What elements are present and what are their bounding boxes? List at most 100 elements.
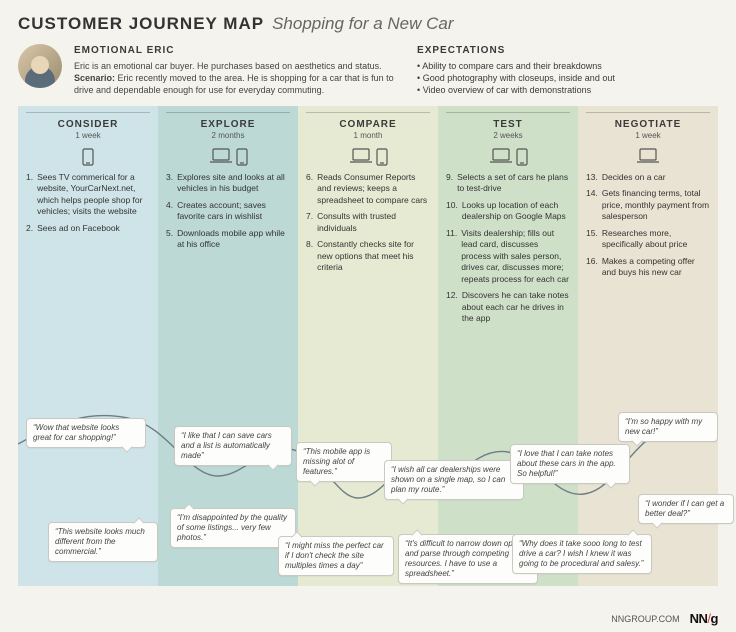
stage-duration: 1 week [586, 131, 710, 140]
quote-bubble: “I like that I can save cars and a list … [174, 426, 292, 466]
footer-site: NNGROUP.COM [611, 614, 679, 624]
expectations-list: Ability to compare cars and their breakd… [417, 60, 718, 96]
action-text: Sees TV commerical for a website, YourCa… [37, 172, 150, 218]
title-row: CUSTOMER JOURNEY MAP Shopping for a New … [18, 14, 718, 34]
stage-duration: 1 month [306, 131, 430, 140]
quote-bubble: “I'm so happy with my new car!” [618, 412, 718, 442]
footer-logo-nn: NN [690, 611, 708, 626]
persona-scenario-label: Scenario: [74, 73, 115, 83]
action-number: 1. [26, 172, 33, 218]
stage-column: COMPARE 1 month 6.Reads Consumer Reports… [298, 106, 438, 586]
stage-header: NEGOTIATE 1 week [586, 112, 710, 140]
stage-name: CONSIDER [26, 119, 150, 130]
action-text: Makes a competing offer and buys his new… [602, 256, 710, 279]
action-item: 9.Selects a set of cars he plans to test… [446, 172, 570, 195]
quote-bubble: “Wow that website looks great for car sh… [26, 418, 146, 448]
persona-avatar [18, 44, 62, 88]
action-number: 7. [306, 211, 313, 234]
action-item: 14. Gets financing terms, total price, mo… [586, 188, 710, 222]
action-number: 6. [306, 172, 313, 206]
title-sub: Shopping for a New Car [272, 14, 453, 34]
action-text: Constantly checks site for new options t… [317, 239, 430, 273]
stage-header: TEST 2 weeks [446, 112, 570, 140]
action-text: Reads Consumer Reports and reviews; keep… [317, 172, 430, 206]
action-text: Selects a set of cars he plans to test-d… [457, 172, 570, 195]
expectations-block: EXPECTATIONS Ability to compare cars and… [417, 44, 718, 96]
stage-name: TEST [446, 119, 570, 130]
action-number: 9. [446, 172, 453, 195]
action-text: Creates account; saves favorite cars in … [177, 200, 290, 223]
action-number: 14. [586, 188, 598, 222]
footer-logo-g: g [711, 611, 718, 626]
stage-name: COMPARE [306, 119, 430, 130]
actions-list: 3.Explores site and looks at all vehicle… [166, 172, 290, 251]
expectations-title: EXPECTATIONS [417, 44, 718, 58]
persona-desc-text: Eric is an emotional car buyer. He purch… [74, 61, 382, 71]
persona-row: EMOTIONAL ERIC Eric is an emotional car … [18, 44, 718, 96]
action-number: 5. [166, 228, 173, 251]
action-number: 13. [586, 172, 598, 183]
action-item: 6.Reads Consumer Reports and reviews; ke… [306, 172, 430, 206]
action-item: 10. Looks up location of each dealership … [446, 200, 570, 223]
action-text: Decides on a car [602, 172, 666, 183]
action-number: 16. [586, 256, 598, 279]
persona-scenario: Eric recently moved to the area. He is s… [74, 73, 394, 95]
action-number: 8. [306, 239, 313, 273]
action-item: 2. Sees ad on Facebook [26, 223, 150, 234]
action-text: Visits dealership; fills out lead card, … [461, 228, 570, 285]
stage-column: TEST 2 weeks 9.Selects a set of cars he … [438, 106, 578, 586]
actions-list: 1.Sees TV commerical for a website, Your… [26, 172, 150, 234]
action-number: 12. [446, 290, 458, 324]
action-number: 2. [26, 223, 33, 234]
action-item: 5.Downloads mobile app while at his offi… [166, 228, 290, 251]
actions-list: 9.Selects a set of cars he plans to test… [446, 172, 570, 325]
stage-header: COMPARE 1 month [306, 112, 430, 140]
quote-bubble: “I wish all car dealerships were shown o… [384, 460, 524, 500]
stage-header: CONSIDER 1 week [26, 112, 150, 140]
persona-name: EMOTIONAL ERIC [74, 44, 405, 58]
actions-list: 6.Reads Consumer Reports and reviews; ke… [306, 172, 430, 274]
action-number: 4. [166, 200, 173, 223]
stage-duration: 2 weeks [446, 131, 570, 140]
quote-bubble: “This mobile app is missing alot of feat… [296, 442, 392, 482]
action-number: 11. [446, 228, 457, 285]
action-item: 13. Decides on a car [586, 172, 710, 183]
action-number: 10. [446, 200, 458, 223]
quote-bubble: “I love that I can take notes about thes… [510, 444, 630, 484]
action-text: Looks up location of each dealership on … [462, 200, 570, 223]
action-text: Sees ad on Facebook [37, 223, 120, 234]
action-text: Gets financing terms, total price, month… [602, 188, 710, 222]
device-icons [586, 148, 710, 166]
action-number: 3. [166, 172, 173, 195]
action-text: Downloads mobile app while at his office [177, 228, 290, 251]
quote-bubble: “Why does it take sooo long to test driv… [512, 534, 652, 574]
stage-name: EXPLORE [166, 119, 290, 130]
quote-bubble: “I wonder if I can get a better deal?” [638, 494, 734, 524]
quote-bubble: “I might miss the perfect car if I don't… [278, 536, 394, 576]
expectation-item: Ability to compare cars and their breakd… [417, 60, 718, 72]
action-item: 15.Researches more, specifically about p… [586, 228, 710, 251]
expectation-item: Good photography with closeups, inside a… [417, 72, 718, 84]
footer: NNGROUP.COM NN/g [611, 611, 718, 626]
action-item: 12. Discovers he can take notes about eac… [446, 290, 570, 324]
stage-duration: 1 week [26, 131, 150, 140]
stages-container: CONSIDER 1 week 1.Sees TV commerical for… [18, 106, 718, 586]
stage-column: CONSIDER 1 week 1.Sees TV commerical for… [18, 106, 158, 586]
action-text: Researches more, specifically about pric… [602, 228, 710, 251]
device-icons [306, 148, 430, 166]
stage-duration: 2 months [166, 131, 290, 140]
action-text: Explores site and looks at all vehicles … [177, 172, 290, 195]
device-icons [446, 148, 570, 166]
title-main: CUSTOMER JOURNEY MAP [18, 14, 264, 34]
footer-logo: NN/g [690, 611, 718, 626]
action-item: 4.Creates account; saves favorite cars i… [166, 200, 290, 223]
action-text: Consults with trusted individuals [317, 211, 430, 234]
action-text: Discovers he can take notes about each c… [462, 290, 570, 324]
expectation-item: Video overview of car with demonstration… [417, 84, 718, 96]
device-icons [26, 148, 150, 166]
actions-list: 13. Decides on a car 14. Gets financing ter… [586, 172, 710, 279]
stage-name: NEGOTIATE [586, 119, 710, 130]
action-item: 1.Sees TV commerical for a website, Your… [26, 172, 150, 218]
action-item: 3.Explores site and looks at all vehicle… [166, 172, 290, 195]
action-item: 8.Constantly checks site for new options… [306, 239, 430, 273]
